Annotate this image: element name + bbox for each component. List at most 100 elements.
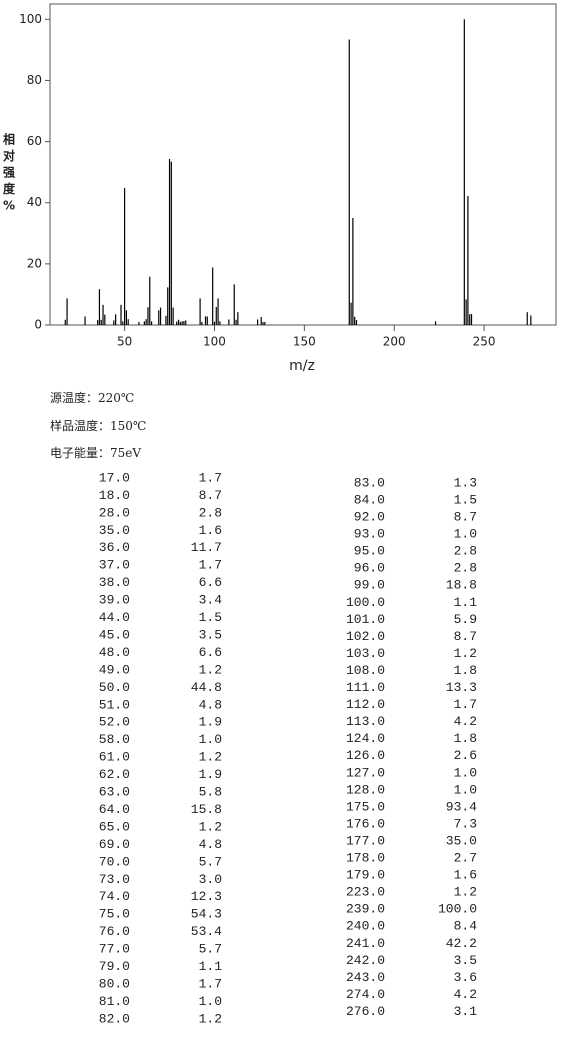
mz-cell: 108.0 [346,663,385,678]
intensity-cell: 1.7 [199,470,222,485]
intensity-cell: 5.7 [199,942,222,957]
intensity-cell: 3.6 [454,970,477,985]
mz-cell: 37.0 [99,558,130,573]
mz-cell: 127.0 [346,765,385,780]
mz-cell: 179.0 [346,868,385,883]
intensity-cell: 93.4 [446,799,477,814]
x-tick-label: 50 [117,335,132,349]
intensity-cell: 2.8 [454,544,477,559]
intensity-cell: 100.0 [438,902,477,917]
intensity-cell: 1.0 [454,527,477,542]
mz-cell: 69.0 [99,837,130,852]
mz-cell: 223.0 [346,885,385,900]
intensity-cell: 4.2 [454,714,477,729]
mz-cell: 36.0 [99,540,130,555]
x-tick-label: 250 [473,335,496,349]
intensity-cell: 3.1 [454,1004,478,1019]
plot-frame [49,3,557,326]
intensity-cell: 15.8 [191,802,222,817]
mz-cell: 84.0 [354,492,385,507]
mz-cell: 128.0 [346,782,385,797]
mz-cell: 83.0 [354,475,385,490]
intensity-cell: 1.2 [454,646,477,661]
mz-cell: 44.0 [99,610,130,625]
mz-cell: 75.0 [99,907,130,922]
mz-cell: 113.0 [346,714,385,729]
mz-cell: 18.0 [99,488,130,503]
intensity-cell: 3.4 [199,593,223,608]
mz-cell: 17.0 [99,470,130,485]
mz-cell: 73.0 [99,872,130,887]
mz-cell: 38.0 [99,575,130,590]
intensity-cell: 1.0 [199,732,222,747]
mz-cell: 96.0 [354,561,385,576]
intensity-cell: 5.9 [454,612,477,627]
intensity-cell: 3.5 [199,627,222,642]
mz-cell: 101.0 [346,612,385,627]
intensity-cell: 1.3 [454,475,477,490]
intensity-cell: 12.3 [191,889,222,904]
y-tick-label: 60 [27,134,42,148]
mz-cell: 176.0 [346,816,385,831]
intensity-cell: 13.3 [446,680,477,695]
intensity-cell: 1.9 [199,767,222,782]
peak-table: 17.0 1.7 18.0 8.7 28.0 2.8 35.0 1.6 36.0 11.7 37.0… [99,470,478,1026]
intensity-cell: 1.8 [454,663,477,678]
mz-cell: 95.0 [354,544,385,559]
y-axis-title: 相 [3,132,15,147]
mz-cell: 111.0 [346,680,385,695]
y-axis-title: 强 [3,166,15,180]
intensity-cell: 4.8 [199,697,222,712]
intensity-cell: 6.6 [199,645,222,660]
mz-cell: 48.0 [99,645,130,660]
x-tick-label: 200 [383,335,406,349]
mz-cell: 28.0 [99,505,130,520]
mz-cell: 112.0 [346,697,385,712]
mz-cell: 126.0 [346,748,385,763]
intensity-cell: 2.8 [199,505,222,520]
intensity-cell: 1.5 [199,610,222,625]
intensity-cell: 1.2 [199,1011,222,1026]
intensity-cell: 2.8 [454,561,477,576]
mz-cell: 274.0 [346,987,385,1002]
intensity-cell: 11.7 [191,540,222,555]
intensity-cell: 8.7 [199,488,222,503]
mz-cell: 35.0 [99,523,130,538]
mz-cell: 50.0 [99,680,130,695]
intensity-cell: 1.6 [199,523,222,538]
intensity-cell: 3.5 [454,953,477,968]
intensity-cell: 1.2 [454,885,477,900]
y-axis-title: 度 [3,181,16,196]
mz-cell: 58.0 [99,732,130,747]
intensity-cell: 54.3 [191,907,222,922]
intensity-cell: 1.6 [454,868,477,883]
intensity-cell: 44.8 [191,680,222,695]
mz-cell: 52.0 [99,715,130,730]
intensity-cell: 42.2 [446,936,477,951]
mz-cell: 80.0 [99,976,130,991]
intensity-cell: 6.6 [199,575,222,590]
mz-cell: 79.0 [99,959,130,974]
intensity-cell: 1.0 [199,994,222,1009]
mz-cell: 45.0 [99,627,130,642]
intensity-cell: 1.7 [454,697,477,712]
mz-cell: 49.0 [99,662,130,677]
y-axis-title: 对 [3,148,15,163]
mz-cell: 62.0 [99,767,130,782]
mz-cell: 99.0 [354,578,385,593]
info-line: 样品温度：150℃ [50,418,147,433]
intensity-cell: 4.8 [199,837,222,852]
mz-cell: 65.0 [99,819,130,834]
mz-cell: 74.0 [99,889,130,904]
intensity-cell: 5.7 [199,854,222,869]
mz-cell: 76.0 [99,924,130,939]
y-tick-label: 40 [27,195,42,209]
mz-cell: 92.0 [354,510,385,525]
y-tick-label: 100 [19,12,42,26]
info-line: 源温度：220℃ [50,391,135,405]
mz-cell: 51.0 [99,697,130,712]
mz-cell: 177.0 [346,833,385,848]
mz-cell: 39.0 [99,593,130,608]
mz-cell: 77.0 [99,942,130,957]
